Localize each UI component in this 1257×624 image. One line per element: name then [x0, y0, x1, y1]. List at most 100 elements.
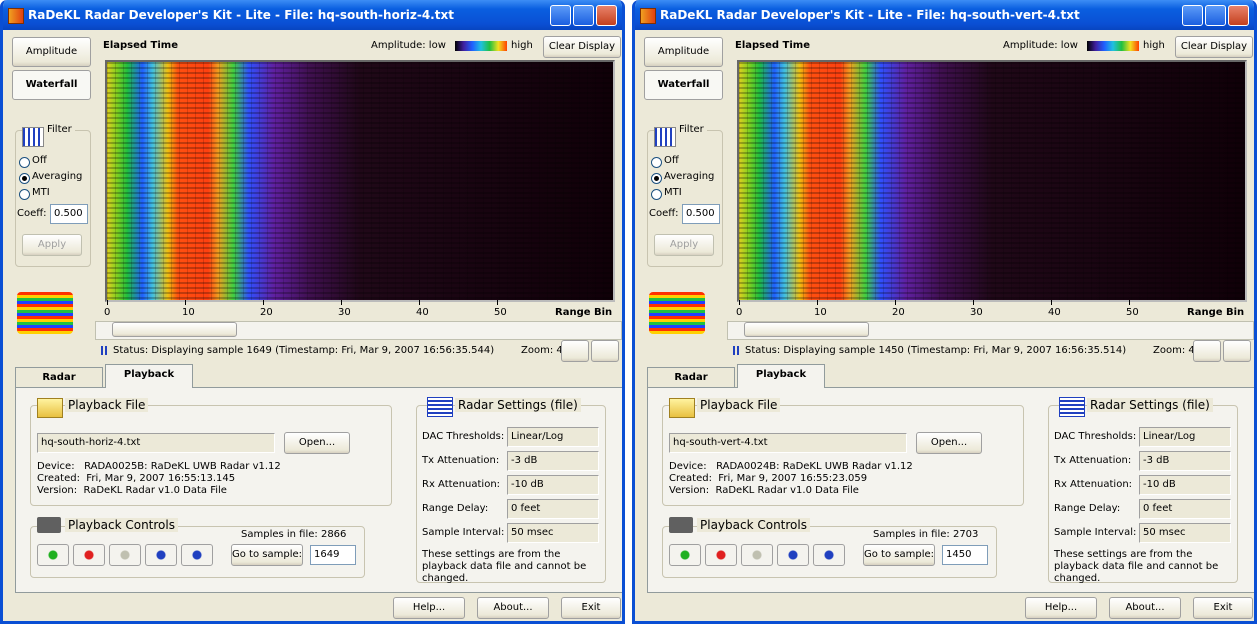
dialog-button[interactable]: Help...	[1025, 597, 1097, 619]
file-version: Version: RaDeKL Radar v1.0 Data File	[669, 485, 859, 496]
status-text: Status: Displaying sample 1649 (Timestam…	[113, 345, 494, 356]
playback-controls-title: Playback Controls	[697, 518, 810, 532]
maximize-button[interactable]	[1205, 5, 1226, 26]
next-button[interactable]	[181, 544, 213, 566]
x-tick-label: 50	[1126, 307, 1139, 318]
prev-button[interactable]	[145, 544, 177, 566]
apply-button[interactable]: Apply	[654, 234, 714, 256]
x-tick-mark	[185, 300, 186, 305]
radio-button[interactable]	[651, 189, 662, 200]
dialog-button[interactable]: Exit	[561, 597, 621, 619]
pause-button[interactable]	[109, 544, 141, 566]
scrollbar[interactable]	[727, 321, 1254, 340]
coeff-input[interactable]: 0.500	[682, 204, 720, 224]
zoom-in-button[interactable]	[1223, 340, 1251, 362]
go-to-sample-button[interactable]: Go to sample:	[863, 544, 935, 566]
side-tab[interactable]: Waterfall	[644, 70, 723, 100]
dialog-button[interactable]: Help...	[393, 597, 465, 619]
radar-settings-group: Radar Settings (file)DAC Thresholds:Line…	[1048, 405, 1238, 583]
close-button[interactable]	[1228, 5, 1249, 26]
setting-label: Range Delay:	[1054, 503, 1120, 514]
x-tick-label: 30	[970, 307, 983, 318]
prev-button[interactable]	[777, 544, 809, 566]
minimize-button[interactable]	[550, 5, 571, 26]
tab[interactable]: Playback	[737, 364, 825, 388]
legend-low: Amplitude: low	[371, 40, 446, 51]
x-tick-label: 30	[338, 307, 351, 318]
radio-button[interactable]	[651, 173, 662, 184]
open-button[interactable]: Open...	[284, 432, 350, 454]
x-tick-mark	[973, 300, 974, 305]
maximize-button[interactable]	[573, 5, 594, 26]
radio-label: Averaging	[664, 171, 714, 182]
x-tick-mark	[1051, 300, 1052, 305]
sample-input[interactable]: 1450	[942, 545, 988, 565]
x-axis-label: Range Bin	[555, 307, 612, 318]
radio-label: MTI	[32, 187, 50, 198]
clear-display-button[interactable]: Clear Display	[1175, 36, 1253, 58]
setting-value: 0 feet	[507, 499, 599, 519]
tab[interactable]: Radar	[647, 367, 735, 387]
x-tick-label: 20	[892, 307, 905, 318]
playback-file-title: Playback File	[697, 398, 780, 412]
legend-high: high	[511, 40, 533, 51]
controls-icon	[37, 517, 61, 533]
file-device: Device: RADA0025B: RaDeKL UWB Radar v1.1…	[37, 461, 281, 472]
play-button[interactable]	[669, 544, 701, 566]
window-title: RaDeKL Radar Developer's Kit - Lite - Fi…	[660, 8, 1080, 22]
setting-label: Sample Interval:	[1054, 527, 1136, 538]
pause-button[interactable]	[741, 544, 773, 566]
close-button[interactable]	[596, 5, 617, 26]
tab[interactable]: Playback	[105, 364, 193, 388]
side-tab[interactable]: Waterfall	[12, 70, 91, 100]
open-button[interactable]: Open...	[916, 432, 982, 454]
zoom-out-button[interactable]	[561, 340, 589, 362]
playback-file-title: Playback File	[65, 398, 148, 412]
scroll-thumb[interactable]	[744, 322, 869, 337]
play-button[interactable]	[37, 544, 69, 566]
app-icon	[640, 8, 656, 24]
stop-button[interactable]	[73, 544, 105, 566]
status-icon	[733, 346, 739, 355]
clear-display-button[interactable]: Clear Display	[543, 36, 621, 58]
radio-button[interactable]	[19, 189, 30, 200]
legend-high: high	[1143, 40, 1165, 51]
title-bar: RaDeKL Radar Developer's Kit - Lite - Fi…	[632, 0, 1257, 30]
next-button[interactable]	[813, 544, 845, 566]
dialog-button[interactable]: About...	[1109, 597, 1181, 619]
side-tab[interactable]: Amplitude	[644, 37, 723, 67]
file-created: Created: Fri, Mar 9, 2007 16:55:23.059	[669, 473, 867, 484]
sample-input[interactable]: 1649	[310, 545, 356, 565]
go-to-sample-button[interactable]: Go to sample:	[231, 544, 303, 566]
x-tick-label: 10	[182, 307, 195, 318]
radio-button[interactable]	[651, 157, 662, 168]
waterfall-texture	[739, 62, 1245, 300]
setting-label: Tx Attenuation:	[1054, 455, 1131, 466]
side-tab[interactable]: Amplitude	[12, 37, 91, 67]
coeff-input[interactable]: 0.500	[50, 204, 88, 224]
tab[interactable]: Radar	[15, 367, 103, 387]
zoom-in-button[interactable]	[591, 340, 619, 362]
stop-button[interactable]	[705, 544, 737, 566]
radio-button[interactable]	[19, 173, 30, 184]
radar-settings-title: Radar Settings (file)	[455, 398, 581, 412]
file-name: hq-south-vert-4.txt	[669, 433, 907, 453]
x-tick-label: 10	[814, 307, 827, 318]
dialog-button[interactable]: Exit	[1193, 597, 1253, 619]
scrollbar[interactable]	[95, 321, 622, 340]
filter-icon	[22, 127, 44, 147]
screen: RaDeKL Radar Developer's Kit - Lite - Fi…	[0, 0, 1257, 624]
minimize-button[interactable]	[1182, 5, 1203, 26]
dialog-button[interactable]: About...	[477, 597, 549, 619]
coeff-label: Coeff:	[649, 208, 679, 219]
setting-value: -10 dB	[507, 475, 599, 495]
controls-icon	[669, 517, 693, 533]
radio-label: MTI	[664, 187, 682, 198]
apply-button[interactable]: Apply	[22, 234, 82, 256]
radio-button[interactable]	[19, 157, 30, 168]
x-tick-mark	[263, 300, 264, 305]
scroll-thumb[interactable]	[112, 322, 237, 337]
filter-icon	[654, 127, 676, 147]
zoom-out-button[interactable]	[1193, 340, 1221, 362]
radar-settings-group: Radar Settings (file)DAC Thresholds:Line…	[416, 405, 606, 583]
